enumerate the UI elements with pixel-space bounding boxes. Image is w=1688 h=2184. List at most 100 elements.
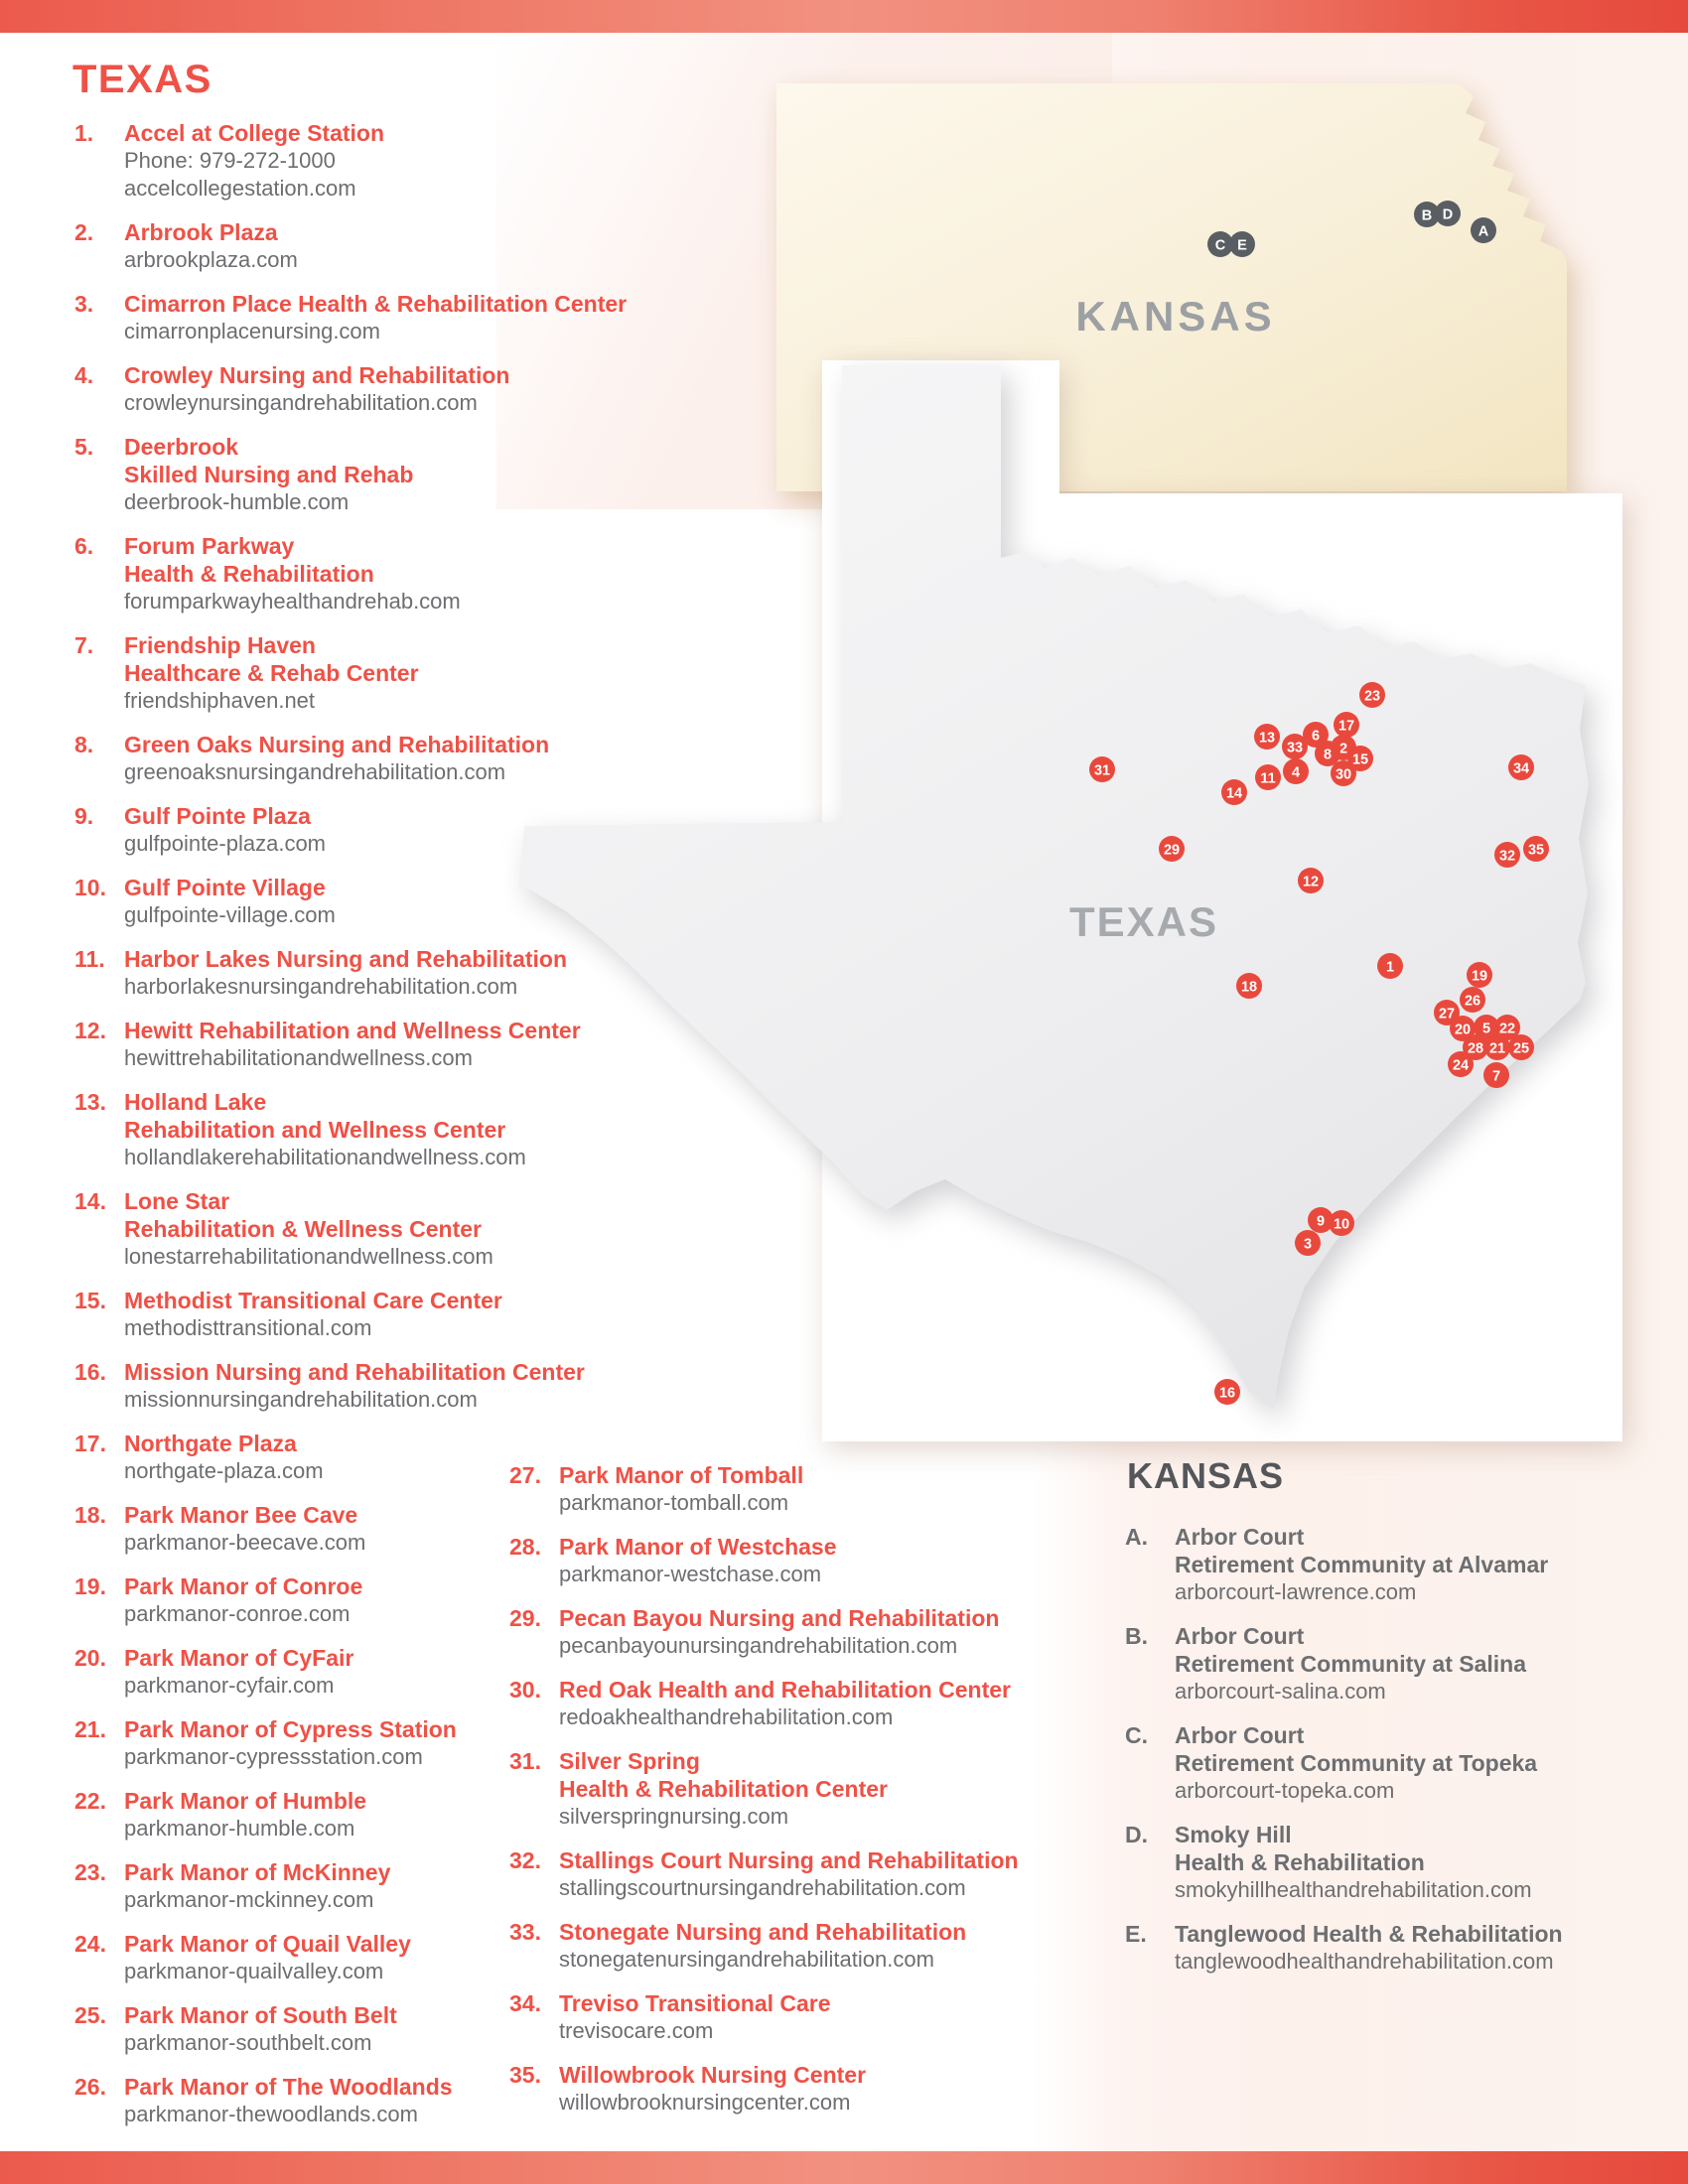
list-item: 21. Park Manor of Cypress Station parkmano… — [74, 1715, 710, 1771]
svg-text:30: 30 — [1336, 767, 1351, 783]
map-marker-15: 15 — [1347, 746, 1373, 771]
facility-url: harborlakesnursingandrehabilitation.com — [124, 974, 518, 999]
list-item: 6. Forum Parkway Health & Rehabilitation fo… — [74, 532, 710, 615]
svg-text:12: 12 — [1303, 875, 1319, 890]
facility-url: parkmanor-tomball.com — [559, 1490, 789, 1515]
facility-name: Health & Rehabilitation — [1175, 1849, 1425, 1875]
facility-url: parkmanor-beecave.com — [124, 1530, 366, 1555]
facility-index: 2. — [74, 219, 94, 245]
map-marker-9: 9 — [1308, 1207, 1334, 1233]
facility-name: Deerbrook — [124, 434, 239, 460]
map-marker-6: 6 — [1303, 722, 1329, 748]
list-item: 19. Park Manor of Conroe parkmanor-conroe.… — [74, 1572, 710, 1628]
facility-url: tanglewoodhealthandrehabilitation.com — [1175, 1949, 1554, 1974]
list-item: 8. Green Oaks Nursing and Rehabilitation g… — [74, 731, 710, 786]
texas-list-column-2: 27. Park Manor of Tomball parkmanor-tombal… — [509, 1461, 1085, 2132]
facility-url: arborcourt-lawrence.com — [1175, 1579, 1417, 1604]
svg-text:34: 34 — [1513, 761, 1529, 777]
map-marker-7: 7 — [1483, 1062, 1509, 1088]
map-marker-16: 16 — [1214, 1379, 1240, 1405]
facility-index: 18. — [74, 1502, 106, 1528]
facility-url: gulfpointe-village.com — [124, 902, 336, 927]
facility-index: 10. — [74, 875, 106, 900]
list-item: 28. Park Manor of Westchase parkmanor-west… — [509, 1533, 1085, 1588]
list-item: 4. Crowley Nursing and Rehabilitation crow… — [74, 361, 710, 417]
map-marker-22: 22 — [1494, 1015, 1520, 1040]
list-item: 27. Park Manor of Tomball parkmanor-tombal… — [509, 1461, 1085, 1517]
svg-text:17: 17 — [1338, 719, 1354, 735]
facility-url: methodisttransitional.com — [124, 1315, 372, 1340]
map-marker-8: 8 — [1315, 741, 1340, 766]
svg-text:26: 26 — [1465, 994, 1480, 1010]
facility-url: arbrookplaza.com — [124, 247, 298, 272]
bottom-accent-bar — [0, 2151, 1688, 2184]
facility-index: 28. — [509, 1534, 541, 1560]
map-marker-3: 3 — [1295, 1230, 1321, 1256]
facility-name: Arbor Court — [1175, 1524, 1305, 1550]
facility-name: Rehabilitation and Wellness Center — [124, 1117, 506, 1143]
svg-text:27: 27 — [1439, 1007, 1455, 1023]
facility-index: D. — [1125, 1822, 1148, 1847]
facility-name: Accel at College Station — [124, 120, 385, 146]
svg-text:11: 11 — [1260, 771, 1275, 787]
map-marker-10: 10 — [1329, 1210, 1354, 1236]
facility-name: Treviso Transitional Care — [559, 1990, 831, 2016]
facility-url: accelcollegestation.com — [124, 176, 356, 201]
facility-index: 20. — [74, 1645, 106, 1671]
facility-index: 34. — [509, 1990, 541, 2016]
map-marker-C: C — [1207, 231, 1233, 257]
facility-url: cimarronplacenursing.com — [124, 319, 380, 343]
facility-url: parkmanor-humble.com — [124, 1816, 355, 1841]
svg-text:6: 6 — [1312, 729, 1320, 745]
map-marker-17: 17 — [1334, 712, 1359, 738]
svg-text:29: 29 — [1164, 843, 1180, 859]
list-item: 25. Park Manor of South Belt parkmanor-sou… — [74, 2001, 710, 2057]
map-marker-31: 31 — [1089, 756, 1115, 782]
svg-text:1: 1 — [1386, 960, 1394, 976]
facility-name: Northgate Plaza — [124, 1431, 297, 1456]
svg-text:A: A — [1478, 224, 1489, 240]
facility-name: Willowbrook Nursing Center — [559, 2062, 867, 2088]
facility-url: gulfpointe-plaza.com — [124, 831, 327, 856]
texas-map-label: TEXAS — [1069, 898, 1218, 945]
facility-url: hewittrehabilitationandwellness.com — [124, 1045, 473, 1070]
svg-text:32: 32 — [1499, 849, 1515, 865]
facility-index: 19. — [74, 1573, 106, 1599]
facility-name: Gulf Pointe Plaza — [124, 803, 311, 829]
top-accent-bar — [0, 0, 1688, 33]
svg-text:31: 31 — [1094, 763, 1110, 779]
facility-name: Stallings Court Nursing and Rehabilitati… — [559, 1847, 1019, 1873]
svg-text:4: 4 — [1292, 765, 1300, 781]
map-marker-B: B — [1414, 202, 1440, 227]
facility-name: Park Manor of South Belt — [124, 2002, 397, 2028]
map-marker-E: E — [1229, 231, 1255, 257]
list-item: 16. Mission Nursing and Rehabilitation Ce… — [74, 1358, 710, 1414]
facility-index: 15. — [74, 1288, 106, 1313]
facility-name: Silver Spring — [559, 1748, 700, 1774]
facility-name: Tanglewood Health & Rehabilitation — [1175, 1921, 1563, 1947]
list-item: 14. Lone Star Rehabilitation & Wellness Ce… — [74, 1187, 710, 1271]
list-item: 32. Stallings Court Nursing and Rehabilit… — [509, 1846, 1085, 1902]
facility-url: smokyhillhealthandrehabilitation.com — [1175, 1877, 1532, 1902]
facility-index: 27. — [509, 1462, 541, 1488]
svg-text:9: 9 — [1317, 1214, 1325, 1230]
facility-url: parkmanor-cypressstation.com — [124, 1744, 423, 1769]
kansas-section-title: KANSAS — [1127, 1455, 1285, 1496]
list-item: 11. Harbor Lakes Nursing and Rehabilitati… — [74, 945, 710, 1001]
facility-url: crowleynursingandrehabilitation.com — [124, 390, 478, 415]
svg-text:28: 28 — [1468, 1041, 1483, 1057]
facility-index: 25. — [74, 2002, 106, 2028]
facility-index: 8. — [74, 732, 94, 757]
facility-url: arborcourt-topeka.com — [1175, 1778, 1395, 1803]
list-item: 9. Gulf Pointe Plaza gulfpointe-plaza.com — [74, 802, 710, 858]
facility-index: 31. — [509, 1748, 541, 1774]
facility-name: Smoky Hill — [1175, 1822, 1292, 1847]
svg-text:D: D — [1443, 207, 1453, 223]
list-item: 20. Park Manor of CyFair parkmanor-cyfair.… — [74, 1644, 710, 1700]
map-marker-33: 33 — [1282, 734, 1308, 759]
facility-name: Lone Star — [124, 1188, 230, 1214]
facility-name: Methodist Transitional Care Center — [124, 1288, 502, 1313]
facility-index: A. — [1125, 1524, 1148, 1550]
kansas-section: KANSAS A. Arbor Court Retirement Community… — [1125, 1455, 1681, 1991]
